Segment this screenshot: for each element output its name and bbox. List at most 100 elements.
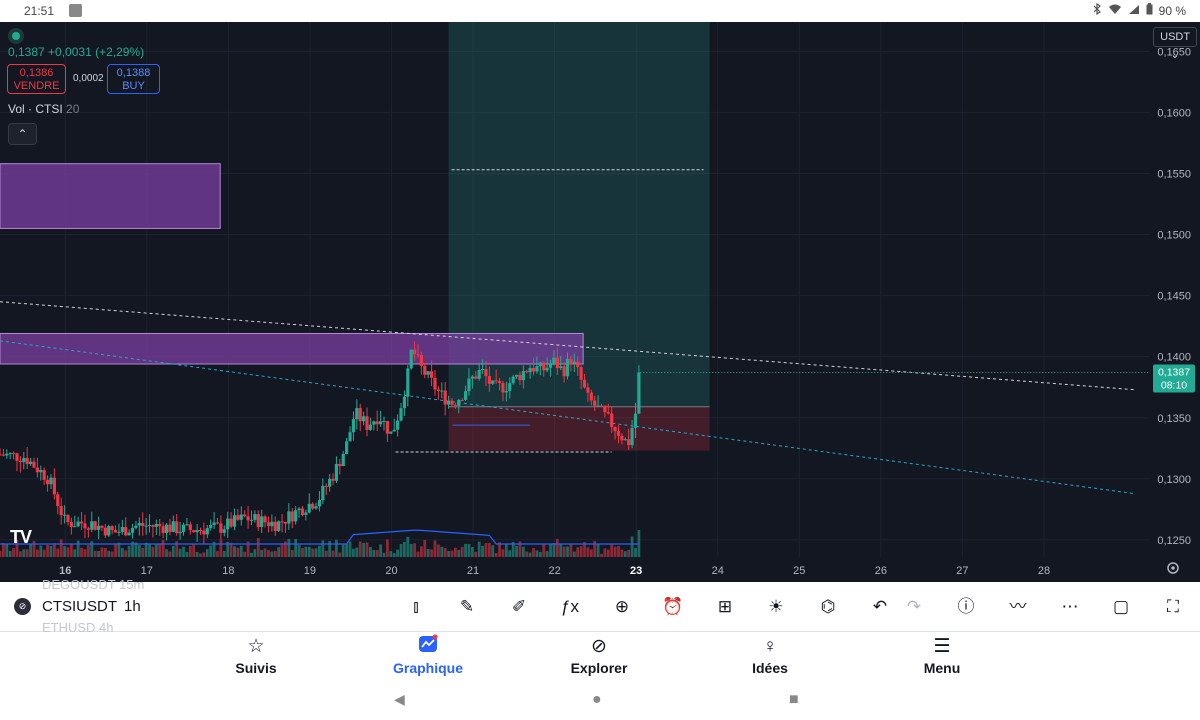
- nav-item-menu[interactable]: ☰ Menu: [897, 634, 987, 676]
- candle-body: [161, 526, 165, 534]
- candle-body: [368, 424, 373, 430]
- share-icon[interactable]: ⌬: [820, 597, 836, 616]
- volume-bar: [358, 541, 362, 557]
- add-icon[interactable]: ⊕: [614, 597, 630, 616]
- candle-body: [154, 523, 158, 527]
- draw-icon[interactable]: ✎: [459, 597, 475, 616]
- candle-body: [589, 392, 593, 401]
- symbol-selector[interactable]: CTSIUSDT: [42, 598, 117, 615]
- volume-bar: [90, 541, 94, 557]
- nav-item-graphique[interactable]: Graphique: [383, 634, 473, 676]
- compass-icon: ⊘: [591, 636, 607, 657]
- status-time: 21:51: [24, 4, 55, 18]
- undo-icon[interactable]: ↶: [872, 597, 888, 616]
- volume-bar: [413, 543, 416, 557]
- volume-bar: [338, 552, 342, 557]
- x-axis-tick-label: 22: [548, 565, 560, 577]
- volume-bar: [117, 542, 121, 557]
- volume-bar: [576, 547, 580, 557]
- volume-bar: [606, 549, 610, 557]
- candle-body: [5, 453, 9, 456]
- candle-body: [49, 477, 53, 485]
- alert-icon[interactable]: ⏰: [662, 597, 684, 616]
- fullscreen-icon[interactable]: ⛶: [1167, 597, 1179, 616]
- chart-area[interactable]: 0,1650 0,1600 0,1550 0,1500 0,1450 0,1400 0,13…: [0, 22, 1200, 582]
- status-indicators: 90 %: [1092, 2, 1186, 18]
- candle-body: [280, 521, 284, 523]
- candle-body: [379, 421, 383, 425]
- candle-body: [11, 453, 16, 455]
- redo-icon[interactable]: ↷: [906, 597, 922, 616]
- volume-bar: [566, 546, 569, 557]
- volume-bar: [331, 550, 335, 557]
- nav-item-explorer[interactable]: ⊘ Explorer: [554, 634, 644, 676]
- x-axis-tick-label: 23: [630, 565, 642, 577]
- volume-bar: [222, 550, 226, 557]
- volume-bar: [559, 544, 563, 557]
- ideas-bulb-icon[interactable]: ☀: [768, 597, 784, 616]
- candle-body: [620, 435, 624, 441]
- candle-body: [375, 421, 379, 425]
- volume-bar: [80, 547, 83, 557]
- volume-indicator-name: Vol · CTSI: [8, 102, 63, 116]
- indicators-icon[interactable]: ƒx: [561, 597, 579, 616]
- volume-bar: [76, 540, 80, 557]
- candle-body: [0, 454, 2, 456]
- notification-icon: [69, 4, 82, 17]
- candle-body: [328, 478, 332, 487]
- volume-bar: [148, 543, 151, 557]
- volume-bar: [348, 541, 352, 557]
- home-icon[interactable]: ●: [592, 691, 602, 708]
- volume-bar: [260, 549, 264, 557]
- more-icon[interactable]: ⋯: [1061, 597, 1079, 616]
- volume-bar: [532, 548, 535, 557]
- volume-bar: [175, 541, 179, 557]
- candle-body: [168, 524, 172, 532]
- recents-icon[interactable]: ■: [789, 691, 799, 708]
- candle-body: [205, 528, 209, 535]
- chart-settings-icon[interactable]: [1166, 561, 1180, 578]
- candle-body: [514, 374, 519, 377]
- volume-bar: [372, 550, 376, 557]
- buy-button[interactable]: 0,1388 BUY: [107, 64, 160, 94]
- candle-body: [158, 523, 162, 527]
- candle-body: [545, 367, 549, 371]
- menu-icon: ☰: [933, 636, 951, 657]
- volume-bar: [328, 541, 332, 557]
- interval-selector[interactable]: 1h: [124, 598, 141, 615]
- sell-button[interactable]: 0,1386 VENDRE: [7, 64, 66, 94]
- compare-icon[interactable]: 〰: [1009, 597, 1027, 616]
- volume-bar: [192, 544, 196, 557]
- volume-bar: [335, 539, 338, 557]
- currency-selector[interactable]: USDT ⌄: [1153, 27, 1197, 61]
- candle-body: [134, 525, 138, 528]
- candle-body: [294, 510, 298, 522]
- volume-indicator-label[interactable]: Vol · CTSI 20: [8, 102, 79, 116]
- layout-icon[interactable]: ⊞: [717, 597, 733, 616]
- candle-body: [198, 530, 203, 532]
- candle-type-icon[interactable]: ⫾: [413, 597, 419, 616]
- nav-item-idees[interactable]: ♀ Idées: [725, 634, 815, 676]
- note-icon[interactable]: ✐: [511, 597, 527, 616]
- volume-bar: [267, 550, 270, 557]
- candle-body: [392, 429, 396, 432]
- volume-bar: [63, 546, 66, 557]
- volume-bar: [307, 546, 311, 557]
- collapse-legend-button[interactable]: ⌃: [8, 123, 37, 145]
- ghost-symbol-below[interactable]: ETHUSD 4h: [42, 620, 114, 635]
- volume-bar: [182, 546, 185, 557]
- info-icon[interactable]: ⓘ: [957, 597, 975, 616]
- window-icon[interactable]: ▢: [1112, 597, 1130, 616]
- volume-bar: [501, 549, 505, 557]
- candle-body: [287, 511, 291, 524]
- candle-body: [565, 358, 570, 377]
- volume-bar: [12, 548, 15, 557]
- nav-item-suivis[interactable]: ☆ Suivis: [211, 634, 301, 676]
- candle-body: [599, 405, 604, 407]
- volume-bar: [634, 547, 637, 557]
- volume-bar: [0, 551, 2, 557]
- price-chart[interactable]: 0,1650 0,1600 0,1550 0,1500 0,1450 0,1400 0,13…: [0, 22, 1200, 582]
- back-icon[interactable]: ◀: [394, 691, 405, 707]
- volume-bar: [311, 548, 315, 557]
- ghost-symbol-above[interactable]: DEGOUSDT 15m: [42, 577, 145, 592]
